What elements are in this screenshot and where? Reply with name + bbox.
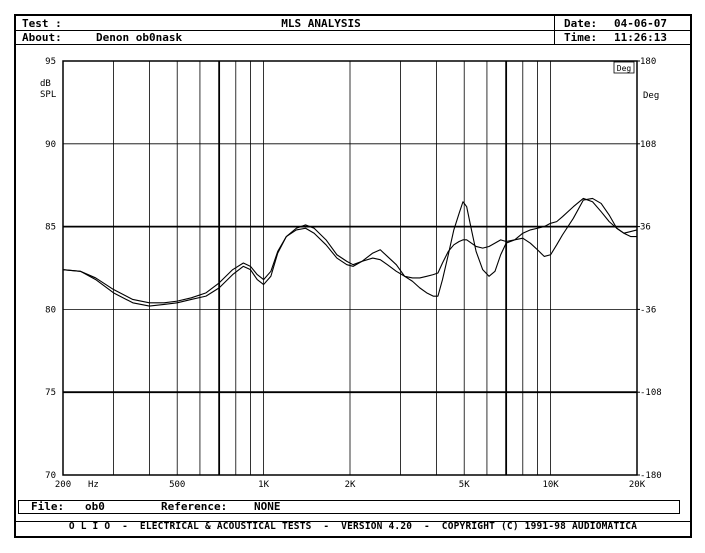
chart-series [62, 197, 638, 307]
file-value: ob0 [85, 500, 105, 513]
series-line-1 [62, 197, 637, 307]
about-label: About: [22, 31, 62, 44]
header-divider [16, 30, 690, 31]
about-value: Denon ob0nask [96, 31, 183, 44]
report-title: MLS ANALYSIS [281, 17, 361, 30]
header-right-divider [554, 16, 555, 44]
y-axis-label-unit: dB [40, 79, 51, 89]
y-tick-label: 85 [45, 223, 56, 233]
test-label: Test : [22, 17, 62, 30]
x-tick-label: 200 [55, 480, 71, 490]
y2-tick-label: -108 [640, 388, 662, 398]
time-label: Time: [564, 31, 598, 44]
series-line-2 [62, 197, 638, 304]
x-axis-unit-label: Hz [88, 480, 99, 490]
y2-tick-label: 36 [640, 223, 651, 233]
report-frame: Test : MLS ANALYSIS Date: 04-06-07 About… [14, 14, 692, 538]
file-info-bar: File: ob0 Reference: NONE [18, 500, 680, 514]
x-tick-label: 1K [258, 480, 269, 490]
x-tick-label: 2K [345, 480, 356, 490]
y-tick-label: 95 [45, 57, 56, 67]
y-tick-label: 90 [45, 140, 56, 150]
header-row-2: About: Denon ob0nask Time: 11:26:13 [16, 31, 690, 44]
date-label: Date: [564, 17, 598, 30]
y-tick-label: 80 [45, 305, 56, 315]
y-axis-label-type: SPL [40, 90, 56, 100]
chart-grid [62, 60, 640, 476]
y-tick-label: 75 [45, 388, 56, 398]
y-tick-label: 70 [45, 471, 56, 481]
x-tick-label: 10K [542, 480, 559, 490]
y2-unit-box-label: Deg [617, 64, 632, 73]
x-tick-label: 5K [459, 480, 470, 490]
header-bottom-border [16, 44, 690, 45]
y2-tick-label: -180 [640, 471, 662, 481]
file-label: File: [31, 500, 65, 513]
y2-tick-label: 108 [640, 140, 656, 150]
header-row-1: Test : MLS ANALYSIS Date: 04-06-07 [16, 17, 690, 30]
x-tick-label: 500 [169, 480, 185, 490]
y2-unit-box [613, 61, 635, 74]
footer-divider [16, 521, 690, 522]
reference-value: NONE [254, 500, 281, 513]
reference-label: Reference: [161, 500, 228, 513]
x-tick-label: 20K [629, 480, 646, 490]
y2-tick-label: 180 [640, 57, 656, 67]
y2-axis-label: Deg [643, 91, 659, 101]
copyright-line: O L I O - ELECTRICAL & ACOUSTICAL TESTS … [68, 521, 638, 532]
y2-tick-label: -36 [640, 305, 656, 315]
date-value: 04-06-07 [614, 17, 667, 30]
time-value: 11:26:13 [614, 31, 667, 44]
